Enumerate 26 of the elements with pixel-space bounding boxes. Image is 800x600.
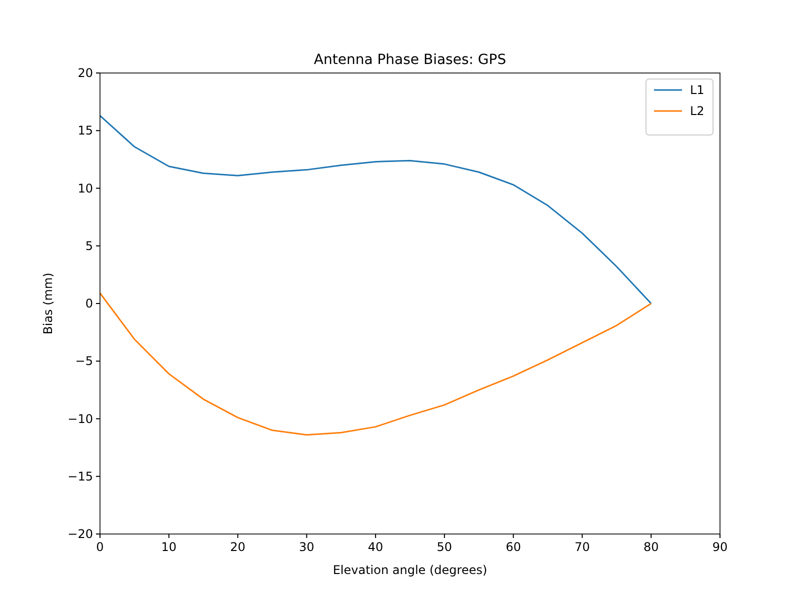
- x-tick-label: 20: [230, 540, 246, 554]
- y-tick-label: 0: [85, 296, 93, 310]
- line-series: [99, 114, 652, 304]
- x-tick-label: 70: [574, 540, 590, 554]
- y-tick-label: −15: [68, 469, 93, 484]
- y-tick-label: 20: [78, 66, 93, 80]
- x-axis-title: Elevation angle (degrees): [332, 563, 488, 577]
- legend-label: L2: [690, 104, 704, 118]
- legend-label: L1: [690, 83, 704, 97]
- chart-title: Antenna Phase Biases: GPS: [314, 52, 506, 68]
- x-tick-label: 50: [436, 540, 452, 554]
- x-tick-label: 80: [643, 540, 659, 554]
- y-tick-label: −20: [68, 527, 93, 541]
- y-tick-label: 15: [78, 124, 93, 138]
- x-tick-label: 40: [368, 540, 384, 554]
- x-tick-label: 90: [712, 540, 728, 554]
- x-tick-label: 10: [161, 540, 177, 554]
- y-tick-label: −10: [68, 412, 93, 426]
- x-tick-label: 0: [96, 540, 104, 554]
- x-tick-label: 30: [299, 540, 314, 554]
- line-series: [99, 292, 652, 436]
- y-axis-title: Bias (mm): [41, 272, 55, 334]
- x-tick-label: 60: [506, 540, 521, 554]
- y-tick-label: 10: [78, 181, 93, 196]
- y-tick-label: 5: [85, 238, 93, 253]
- y-tick-label: −5: [75, 354, 93, 368]
